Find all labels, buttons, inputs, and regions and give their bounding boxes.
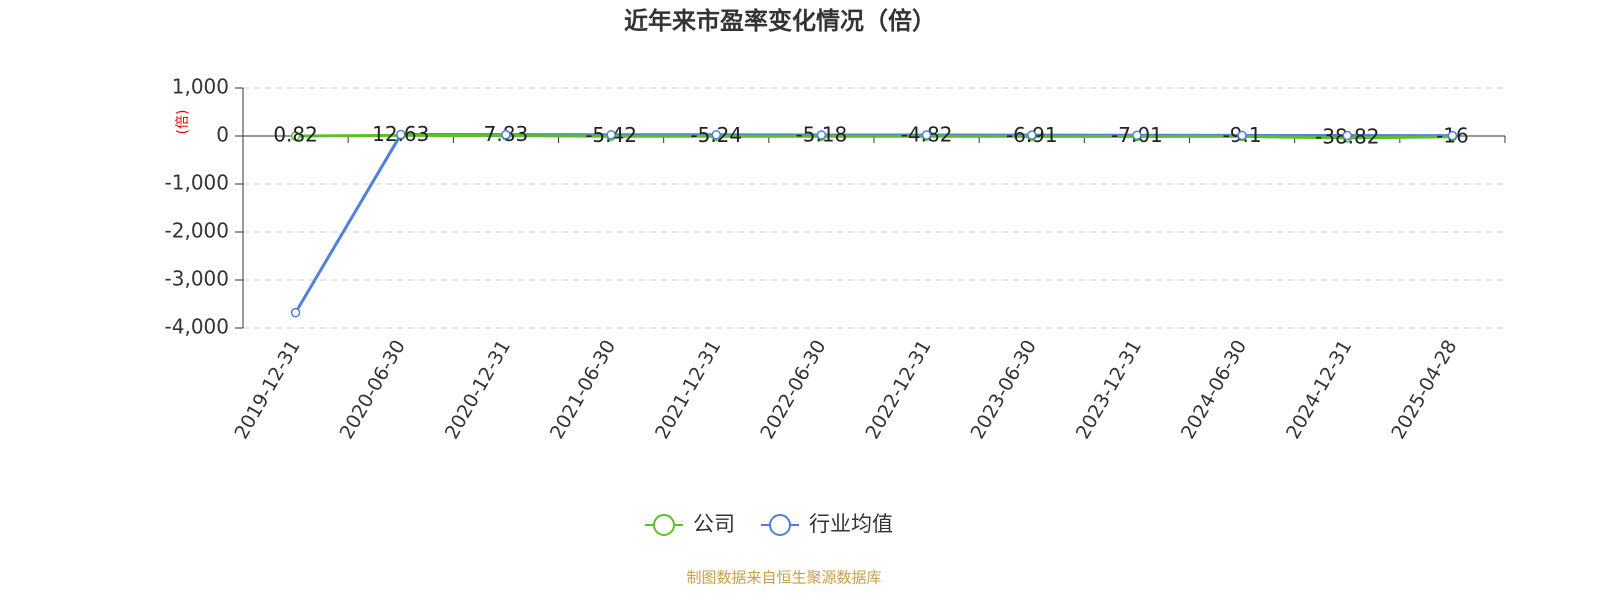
legend-marker[interactable] <box>769 514 791 536</box>
x-tick-label: 2022-06-30 <box>756 336 830 443</box>
y-tick-label: -1,000 <box>165 171 229 195</box>
source-note: 制图数据来自恒生聚源数据库 <box>686 569 881 587</box>
x-tick-label: 2019-12-31 <box>230 336 304 443</box>
x-tick-label: 2024-06-30 <box>1177 336 1251 443</box>
x-tick-label: 2021-06-30 <box>546 336 620 443</box>
data-point <box>290 131 301 141</box>
y-tick-label: -3,000 <box>165 267 229 291</box>
series-line <box>294 133 1453 314</box>
x-tick-label: 2021-12-31 <box>651 336 725 443</box>
data-point <box>921 130 932 140</box>
data-point <box>711 130 721 140</box>
legend-label[interactable]: 行业均值 <box>809 512 893 536</box>
legend-marker[interactable] <box>653 514 675 536</box>
data-label: 0.82 <box>273 122 318 146</box>
data-point <box>1447 130 1458 141</box>
x-tick-label: 2025-04-28 <box>1387 336 1461 443</box>
data-point <box>501 129 511 140</box>
data-point <box>1027 130 1037 140</box>
x-tick-label: 2023-12-31 <box>1072 336 1146 443</box>
x-tick-label: 2020-12-31 <box>441 336 515 443</box>
x-tick-label: 2020-06-30 <box>336 336 410 443</box>
data-point <box>1132 130 1142 141</box>
data-point <box>396 129 406 140</box>
data-point <box>290 307 301 318</box>
x-tick-label: 2024-12-31 <box>1282 336 1356 443</box>
legend-label[interactable]: 公司 <box>693 512 735 536</box>
y-tick-label: 0 <box>216 123 229 147</box>
data-point <box>606 130 616 140</box>
x-tick-label: 2022-12-31 <box>861 336 935 443</box>
data-point <box>1237 130 1247 141</box>
y-axis-label: (倍) <box>175 110 191 135</box>
data-point <box>816 130 827 140</box>
y-tick-label: -2,000 <box>165 219 229 243</box>
x-tick-label: 2023-06-30 <box>967 336 1041 443</box>
y-tick-label: 1,000 <box>172 75 229 99</box>
series-line <box>295 133 1453 140</box>
y-tick-label: -4,000 <box>165 315 229 339</box>
chart-title: 近年来市盈率变化情况（倍） <box>624 7 936 35</box>
data-point <box>1342 130 1352 141</box>
